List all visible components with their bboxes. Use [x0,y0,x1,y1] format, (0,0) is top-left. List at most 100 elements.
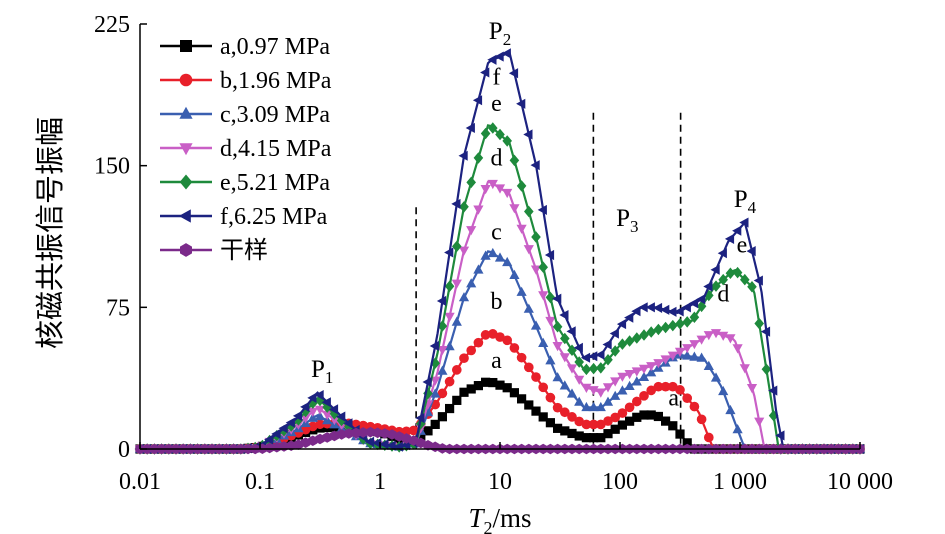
data-point [481,377,491,387]
data-point [444,247,454,258]
legend-label: b,1.96 MPa [220,68,332,94]
curve-label: c [491,219,502,245]
data-point [458,246,470,256]
data-point [732,424,743,434]
data-point [602,383,614,393]
data-point [754,417,765,427]
data-point [502,135,512,147]
data-point [581,383,592,393]
data-point [652,302,663,313]
data-point [329,430,339,442]
data-point [423,440,433,451]
legend-marker [180,40,192,52]
data-point [740,273,750,286]
data-point [314,390,324,401]
data-point [430,357,440,369]
peak-label: P2 [489,18,511,49]
data-point [675,318,685,330]
curve-label: d [717,282,729,308]
data-point [531,406,541,416]
data-point [430,419,440,429]
data-point [315,433,325,445]
data-point [524,205,534,218]
data-point [292,410,303,421]
data-point [308,435,318,446]
data-point [301,437,311,448]
legend-marker [179,174,193,190]
data-point [351,427,361,439]
curve-label: b [491,289,503,315]
data-point [661,416,671,426]
data-point [278,423,288,434]
data-point [710,329,722,339]
data-point [610,377,621,387]
data-point [616,319,627,330]
data-point [487,179,498,190]
data-point [429,340,439,351]
data-point [544,249,555,261]
curve-label: e [491,91,502,117]
data-point [473,152,484,164]
data-point [473,205,484,215]
data-point [559,407,570,418]
data-point [711,280,721,292]
data-point [458,292,470,302]
data-point [472,95,483,106]
data-point [545,316,556,327]
data-point [495,128,505,141]
data-point [639,410,649,420]
peak-label: P1 [311,356,333,387]
data-point [768,385,778,396]
data-point [703,331,714,341]
data-point [589,433,599,443]
data-point [660,321,671,334]
data-point [480,67,490,78]
data-point [321,397,331,408]
data-point [495,380,505,390]
data-point [689,351,700,361]
data-point [394,431,404,442]
data-point [509,388,519,398]
data-point [682,350,693,360]
data-point [530,320,542,330]
data-point [675,385,685,395]
data-point [538,412,548,422]
data-point [559,310,569,321]
y-axis-label: 核磁共振信号振幅 [33,117,67,349]
x-tick-label: 1 [374,469,386,495]
data-point [638,302,648,313]
series-6 [135,426,865,455]
data-point [617,385,628,395]
data-point [567,344,577,356]
data-point [444,376,455,387]
data-point [646,385,657,396]
data-point [574,356,584,368]
data-point [567,412,577,422]
data-point [452,240,462,253]
data-point [545,418,555,428]
legend-item: c,3.09 MPa [160,102,330,128]
data-point [775,430,785,441]
data-point [645,302,655,313]
data-point [459,353,469,364]
legend-marker [179,73,193,87]
data-point [682,344,693,354]
data-point [364,436,375,447]
data-point [638,364,650,374]
data-point [494,252,506,262]
data-point [300,414,311,424]
data-point [610,390,621,400]
data-point [502,256,513,267]
data-point [502,188,513,199]
y-tick-label: 225 [94,12,130,38]
data-point [300,401,310,412]
data-point [617,338,628,350]
data-point [566,326,576,337]
data-point [581,433,591,443]
data-point [681,302,691,313]
data-point [754,317,764,330]
data-point [473,264,484,274]
data-point [465,122,475,133]
data-point [365,426,375,438]
data-point [624,335,635,347]
